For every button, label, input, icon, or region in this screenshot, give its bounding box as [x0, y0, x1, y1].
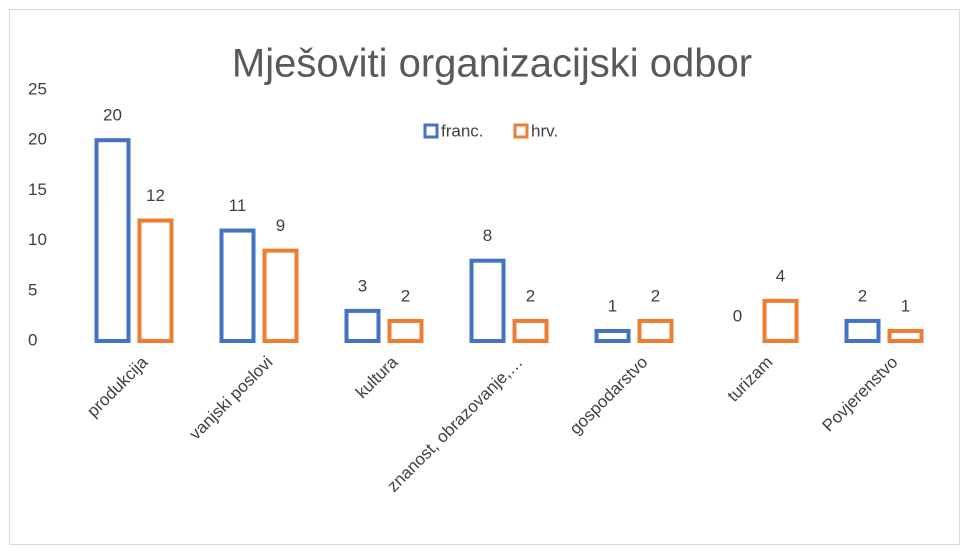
- chart-title: Mješoviti organizacijski odbor: [232, 42, 752, 86]
- bar: [637, 318, 674, 344]
- bar: [344, 308, 381, 344]
- value-label: 12: [146, 186, 165, 205]
- y-tick-label: 15: [28, 180, 47, 199]
- y-tick-label: 5: [28, 280, 37, 299]
- bar: [469, 258, 506, 343]
- value-label: 2: [651, 286, 660, 305]
- value-label: 4: [776, 266, 785, 285]
- y-tick-label: 25: [28, 79, 47, 98]
- y-tick-label: 20: [28, 130, 47, 149]
- value-label: 0: [733, 306, 742, 325]
- value-label: 2: [526, 286, 535, 305]
- bar: [94, 138, 131, 343]
- value-label: 9: [276, 216, 285, 235]
- value-label: 2: [401, 286, 410, 305]
- y-tick-label: 0: [28, 330, 37, 349]
- value-label: 3: [358, 276, 367, 295]
- value-label: 2: [858, 286, 867, 305]
- bar: [512, 318, 549, 344]
- bar: [262, 248, 299, 343]
- value-label: 1: [608, 296, 617, 315]
- legend-label: franc.: [441, 121, 484, 140]
- value-label: 1: [901, 296, 910, 315]
- value-label: 8: [483, 226, 492, 245]
- bar: [844, 318, 881, 344]
- bar: [387, 318, 424, 344]
- bar: [887, 328, 924, 343]
- bar: [137, 218, 174, 344]
- chart-border: [9, 9, 960, 545]
- bar: [762, 298, 799, 343]
- y-tick-label: 10: [28, 230, 47, 249]
- legend-label: hrv.: [531, 121, 558, 140]
- value-label: 20: [103, 106, 122, 125]
- legend-swatch: [423, 123, 439, 139]
- legend-swatch: [513, 123, 529, 139]
- bar: [219, 228, 256, 343]
- value-label: 11: [229, 196, 247, 215]
- bar: [594, 328, 631, 343]
